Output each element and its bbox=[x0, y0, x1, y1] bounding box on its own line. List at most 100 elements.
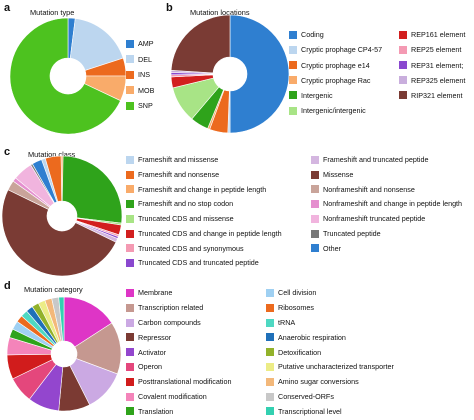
legend-label: AMP bbox=[138, 39, 154, 49]
legend-item-b-cryptic-prophage-e14: Cryptic prophage e14 bbox=[289, 60, 370, 70]
panel-d-pie bbox=[6, 296, 122, 412]
legend-label: INS bbox=[138, 70, 150, 80]
legend-label: Frameshift and change in peptide length bbox=[138, 184, 267, 194]
legend-swatch bbox=[126, 303, 134, 312]
legend-swatch bbox=[126, 377, 134, 386]
legend-swatch bbox=[126, 40, 134, 48]
legend-item-b-coding: Coding bbox=[289, 31, 324, 39]
slice-a-del bbox=[69, 18, 124, 71]
legend-item-d-conserved-orfs: Conserved-ORFs bbox=[266, 391, 334, 401]
slice-c-missense bbox=[1, 189, 117, 277]
slice-a-snp bbox=[9, 17, 121, 135]
legend-label: Coding bbox=[301, 30, 324, 40]
legend-swatch bbox=[126, 214, 134, 223]
legend-swatch bbox=[266, 392, 274, 401]
legend-item-c-frameshift-and-missense: Frameshift and missense bbox=[126, 156, 218, 164]
panel-b-title: Mutation locations bbox=[190, 8, 250, 17]
legend-label: Conserved-ORFs bbox=[278, 391, 334, 401]
legend-item-c-truncated-cds-and-change-in-peptide-length: Truncated CDS and change in peptide leng… bbox=[126, 228, 282, 238]
legend-swatch bbox=[126, 200, 134, 209]
legend-label: Truncated CDS and truncated peptide bbox=[138, 258, 259, 268]
legend-item-d-membrane: Membrane bbox=[126, 289, 172, 297]
legend-label: Repressor bbox=[138, 332, 172, 342]
legend-swatch bbox=[126, 289, 134, 297]
legend-label: Truncated peptide bbox=[323, 228, 381, 238]
legend-item-d-carbon-compounds: Carbon compounds bbox=[126, 318, 201, 327]
legend-label: Amino sugar conversions bbox=[278, 377, 359, 387]
legend-swatch bbox=[126, 258, 134, 267]
legend-item-c-nonframeshift-and-change-in-peptide-length: Nonframeshift and change in peptide leng… bbox=[311, 200, 462, 209]
legend-item-c-nonframeshift-and-nonsense: Nonframeshift and nonsense bbox=[311, 184, 415, 194]
panel-c-label: c bbox=[4, 146, 11, 158]
legend-item-c-truncated-cds-and-truncated-peptide: Truncated CDS and truncated peptide bbox=[126, 258, 259, 268]
legend-swatch bbox=[311, 229, 319, 238]
legend-swatch bbox=[266, 303, 274, 312]
legend-item-c-frameshift-and-change-in-peptide-length: Frameshift and change in peptide length bbox=[126, 184, 267, 194]
legend-swatch bbox=[266, 318, 274, 327]
legend-label: MOB bbox=[138, 85, 155, 95]
legend-swatch bbox=[126, 185, 134, 194]
legend-item-d-repressor: Repressor bbox=[126, 332, 172, 342]
legend-label: Other bbox=[323, 243, 341, 253]
legend-swatch bbox=[289, 61, 297, 70]
legend-swatch bbox=[266, 363, 274, 371]
slice-c-frameshift-and-no-stop-codon bbox=[61, 155, 123, 224]
legend-swatch bbox=[311, 156, 319, 164]
legend-swatch bbox=[126, 170, 134, 179]
legend-swatch bbox=[311, 185, 319, 194]
slice-b-rip321-element bbox=[170, 14, 231, 74]
panel-d-title: Mutation category bbox=[24, 285, 83, 294]
legend-item-b-rep325-element: REP325 element bbox=[399, 76, 465, 85]
legend-swatch bbox=[399, 31, 407, 39]
legend-item-b-cryptic-prophage-rac: Cryptic prophage Rac bbox=[289, 75, 371, 85]
legend-swatch bbox=[311, 244, 319, 253]
panel-d-label: d bbox=[4, 280, 11, 292]
legend-item-d-operon: Operon bbox=[126, 363, 162, 371]
legend-label: Putative uncharacterized transporter bbox=[278, 362, 394, 372]
legend-label: Ribosomes bbox=[278, 303, 314, 313]
legend-item-d-ribosomes: Ribosomes bbox=[266, 303, 314, 313]
slice-d-membrane bbox=[63, 296, 113, 348]
legend-label: Nonframeshift and nonsense bbox=[323, 184, 415, 194]
slice-b-coding bbox=[229, 14, 290, 134]
legend-swatch bbox=[126, 348, 134, 357]
panel-a-label: a bbox=[4, 2, 11, 14]
legend-swatch bbox=[311, 200, 319, 209]
legend-item-d-detoxification: Detoxification bbox=[266, 348, 321, 357]
legend-label: Truncated CDS and change in peptide leng… bbox=[138, 228, 282, 238]
legend-label: Cryptic prophage e14 bbox=[301, 60, 370, 70]
legend-swatch bbox=[399, 61, 407, 70]
legend-item-d-putative-uncharacterized-transporter: Putative uncharacterized transporter bbox=[266, 363, 394, 371]
legend-item-b-cryptic-prophage-cp4-57: Cryptic prophage CP4-57 bbox=[289, 46, 382, 55]
legend-label: Cell division bbox=[278, 288, 317, 298]
legend-swatch bbox=[289, 46, 297, 55]
panel-a-title: Mutation type bbox=[30, 8, 75, 17]
legend-label: Intergenic/intergenic bbox=[301, 105, 366, 115]
legend-item-b-rep161-element: REP161 element bbox=[399, 31, 465, 39]
legend-item-d-covalent-modification: Covalent modification bbox=[126, 392, 207, 401]
legend-swatch bbox=[266, 407, 274, 416]
legend-swatch bbox=[399, 46, 407, 55]
legend-item-c-nonframeshift-truncated-peptide: Nonframeshift truncated peptide bbox=[311, 214, 425, 223]
legend-item-d-activator: Activator bbox=[126, 348, 166, 357]
legend-label: tRNA bbox=[278, 317, 296, 327]
legend-item-b-intergenic-intergenic: Intergenic/intergenic bbox=[289, 105, 366, 115]
panel-c-pie bbox=[1, 155, 123, 277]
legend-item-d-transcriptional-level: Transcriptional level bbox=[266, 407, 342, 416]
legend-swatch bbox=[289, 76, 297, 85]
legend-label: REP25 element bbox=[411, 45, 462, 55]
legend-item-c-frameshift-and-nonsense: Frameshift and nonsense bbox=[126, 170, 219, 179]
legend-swatch bbox=[126, 70, 134, 79]
legend-swatch bbox=[289, 31, 297, 39]
legend-item-c-other: Other bbox=[311, 243, 341, 253]
legend-swatch bbox=[399, 91, 407, 100]
legend-swatch bbox=[399, 76, 407, 85]
legend-swatch bbox=[311, 170, 319, 179]
legend-swatch bbox=[126, 156, 134, 164]
legend-label: Cryptic prophage Rac bbox=[301, 75, 371, 85]
legend-item-d-anaerobic-respiration: Anaerobic respiration bbox=[266, 333, 346, 342]
legend-swatch bbox=[126, 244, 134, 253]
legend-label: Transcription related bbox=[138, 303, 204, 313]
legend-label: Missense bbox=[323, 170, 354, 180]
legend-item-b-rep31-element: REP31 element; bbox=[399, 61, 463, 70]
